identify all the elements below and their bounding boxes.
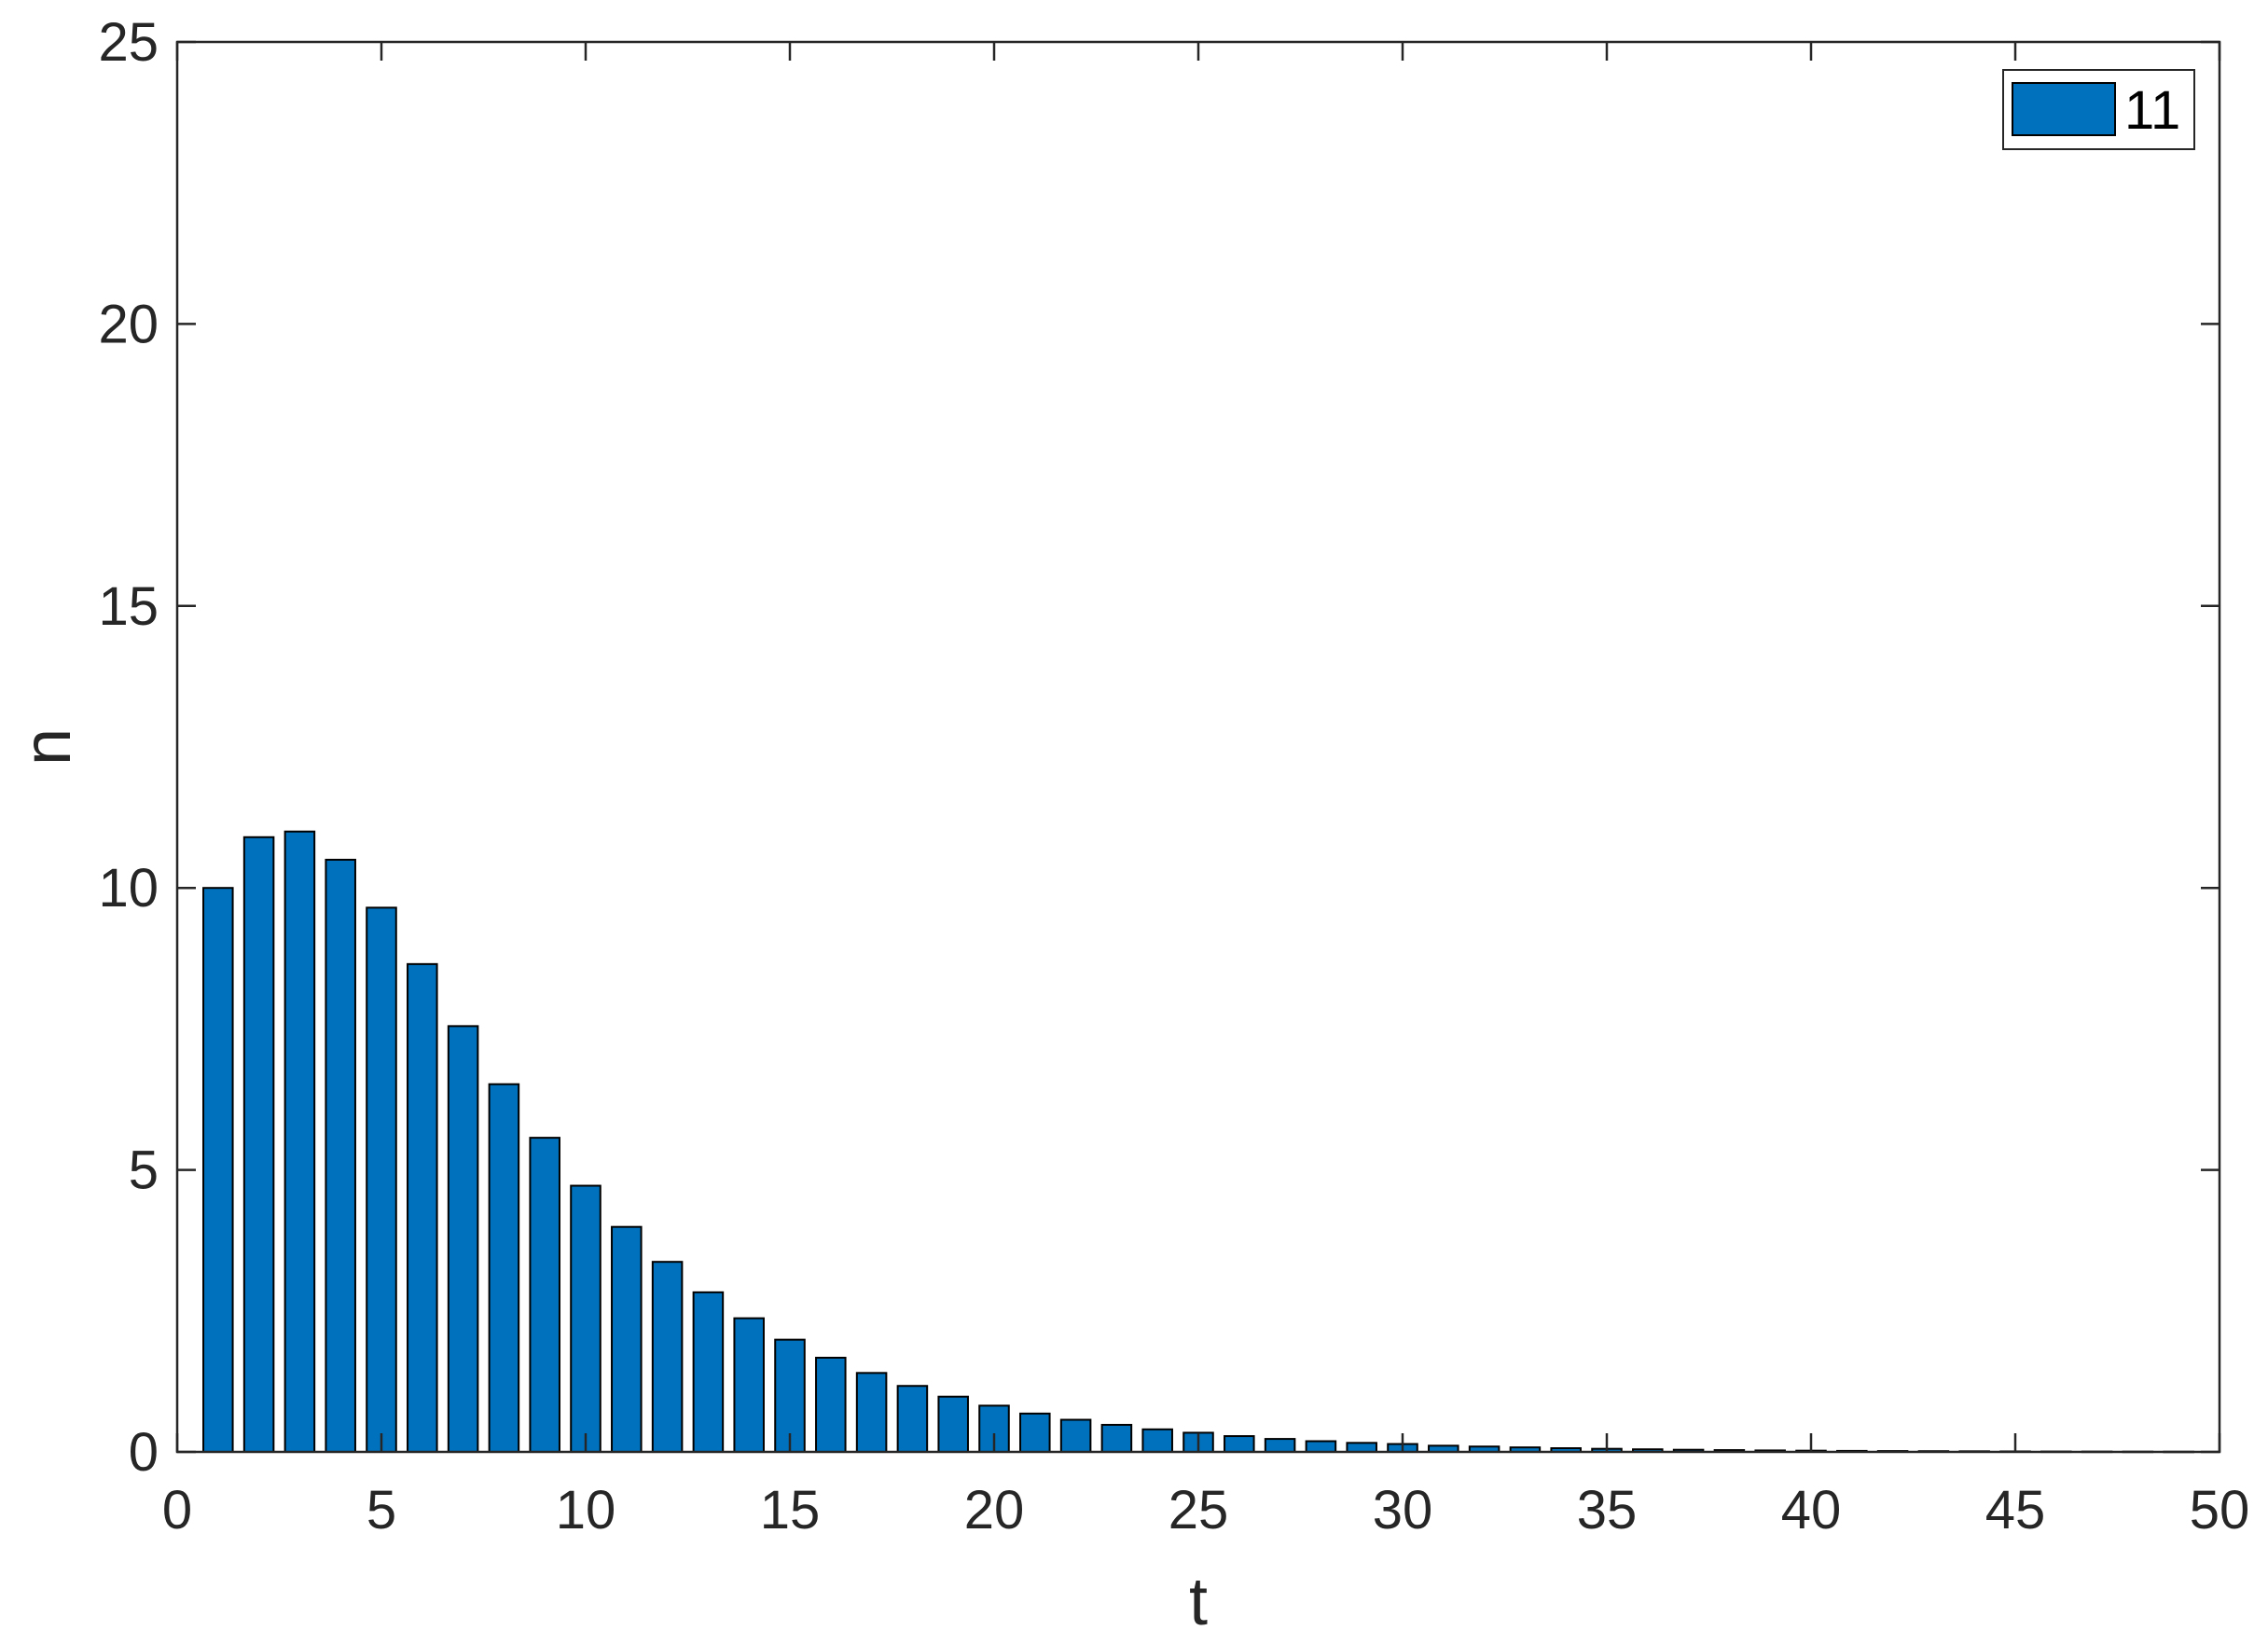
bar-t-11	[611, 1225, 643, 1454]
bar-t-28	[1305, 1440, 1337, 1453]
x-tick-label: 45	[1985, 1480, 2046, 1540]
x-tick-label: 25	[1169, 1480, 1229, 1540]
bar-t-14	[733, 1317, 765, 1453]
x-tick-label: 35	[1577, 1480, 1638, 1540]
y-tick-label: 20	[98, 294, 159, 354]
legend-entry-label: 11	[2124, 80, 2180, 141]
y-tick-label: 15	[98, 576, 159, 637]
bar-t-24	[1141, 1428, 1173, 1453]
bar-t-1	[202, 887, 234, 1453]
x-tick-label: 15	[760, 1480, 821, 1540]
y-tick-label: 0	[129, 1422, 159, 1483]
bar-t-5	[366, 906, 397, 1453]
y-axis-label: n	[10, 728, 85, 766]
bar-t-6	[407, 962, 438, 1453]
bar-t-27	[1264, 1438, 1296, 1453]
x-tick-label: 0	[162, 1480, 192, 1540]
bar-t-13	[692, 1291, 725, 1453]
y-tick-label: 25	[98, 12, 159, 73]
x-tick-label: 10	[556, 1480, 616, 1540]
bar-t-21	[1019, 1412, 1051, 1454]
bar-t-12	[651, 1261, 684, 1453]
bar-t-22	[1059, 1418, 1092, 1453]
bar-t-9	[529, 1137, 560, 1453]
bar-t-16	[815, 1356, 847, 1454]
x-tick-label: 5	[366, 1480, 396, 1540]
bar-t-4	[325, 858, 356, 1453]
bar-t-26	[1224, 1435, 1255, 1453]
legend: 11	[2002, 69, 2195, 150]
bar-t-19	[937, 1395, 969, 1454]
bar-t-7	[447, 1025, 479, 1453]
x-tick-label: 30	[1373, 1480, 1433, 1540]
bar-t-10	[570, 1184, 602, 1454]
x-tick-label: 50	[2190, 1480, 2250, 1540]
x-tick-label: 40	[1781, 1480, 1842, 1540]
bar-t-15	[774, 1338, 806, 1453]
legend-swatch	[2012, 82, 2116, 136]
bar-t-23	[1100, 1423, 1133, 1454]
bar-t-17	[855, 1372, 888, 1453]
bar-t-8	[488, 1083, 520, 1453]
bar-t-2	[242, 836, 275, 1453]
y-tick-labels: 0 5 10 15 20 25	[98, 12, 159, 1483]
bar-t-29	[1346, 1442, 1377, 1454]
bar-t-3	[284, 830, 316, 1453]
y-tick-label: 5	[129, 1140, 159, 1201]
y-tick-label: 10	[98, 858, 159, 919]
x-tick-label: 20	[964, 1480, 1025, 1540]
bar-t-18	[896, 1385, 929, 1453]
x-axis-label: t	[1189, 1565, 1208, 1639]
x-tick-labels: 0 5 10 15 20 25 30 35 40 45 50	[162, 1480, 2249, 1540]
plot-frame	[175, 40, 2221, 1454]
